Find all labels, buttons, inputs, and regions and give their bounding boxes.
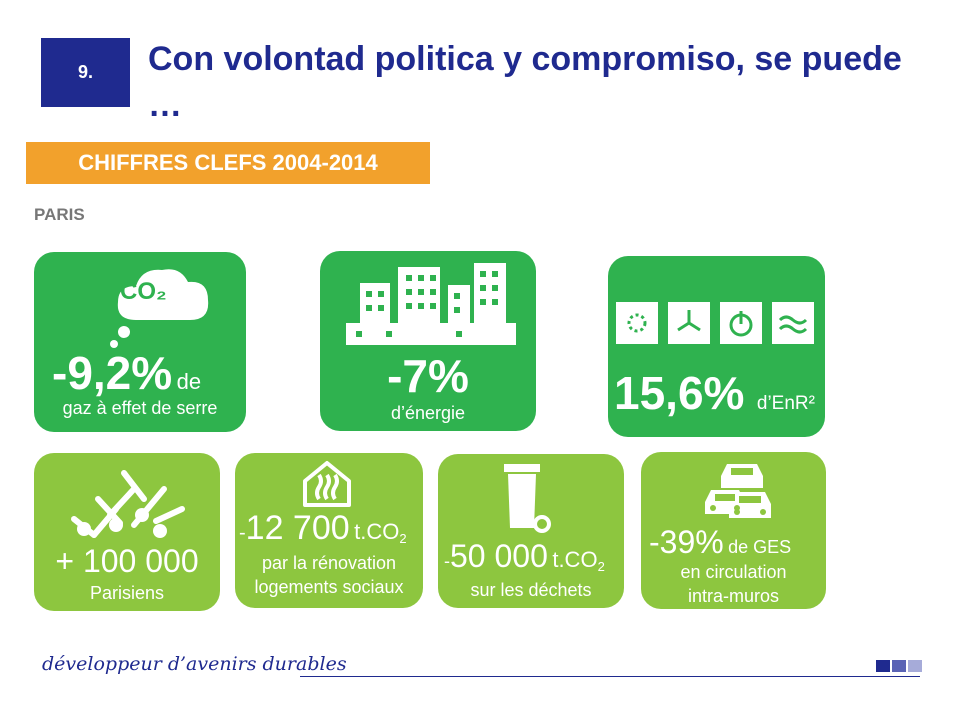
renovation-label-2: logements sociaux [254,577,404,597]
waste-figure: -50 000 t.CO2 [444,538,605,575]
renewable-icons-row [616,302,816,346]
card-renovation: -12 700 t.CO2 par la rénovation logement… [235,453,423,608]
trash-bin-icon [504,464,551,533]
sun-icon [616,302,658,344]
co2-cloud-icon [110,269,209,348]
traffic-figure: -39% de GES [649,524,791,561]
ghg-label: gaz à effet de serre [62,398,218,418]
card-renewable: 15,6% d’EnR² [608,256,825,437]
waste-unit-sub: 2 [597,559,605,575]
cars-icon [705,464,771,518]
power-icon [720,302,762,344]
card-waste: -50 000 t.CO2 sur les déchets [438,454,624,608]
people-crowd-icon [71,470,185,538]
ghg-unit: de [176,369,202,394]
energy-label: d’énergie [390,403,466,423]
card-ghg: CO₂ -9,2% de gaz à effet de serre [34,252,246,432]
energy-value: -7% [387,350,469,402]
population-label: Parisiens [89,583,165,603]
co2-icon-text: CO₂ [120,278,167,305]
renovation-prefix: - [239,522,246,544]
key-figures-banner: CHIFFRES CLEFS 2004-2014 [26,142,430,184]
card-energy: -7% d’énergie [320,251,536,431]
city-label: PARIS [34,205,85,224]
renovation-unit: t.CO [354,519,400,544]
slide-number: 9. [77,62,93,82]
footer-square-2 [892,660,906,672]
traffic-unit: de GES [728,537,792,557]
buildings-icon [346,263,516,345]
waste-unit: t.CO [552,547,598,572]
banner-label: CHIFFRES CLEFS 2004-2014 [78,150,378,175]
footer-divider [300,676,920,677]
footer-square-1 [876,660,890,672]
card-traffic: -39% de GES en circulation intra-muros [641,452,826,609]
waste-value: 50 000 [450,538,548,574]
card-population: + 100 000 Parisiens [34,453,220,611]
traffic-value: -39% [649,524,724,560]
renovation-value: 12 700 [245,509,350,547]
wind-turbine-icon [668,302,710,344]
water-icon [772,302,814,344]
traffic-label-2: intra-muros [687,586,780,606]
renovation-figure: -12 700 t.CO2 [239,509,407,548]
renewable-value: 15,6% [614,367,745,419]
footer-tagline: développeur d’avenirs durables [42,653,347,675]
ghg-figure: -9,2% de [52,346,201,400]
house-heat-icon [303,461,351,507]
renovation-unit-sub: 2 [399,531,407,547]
slide-title: Con volontad politica y compromiso, se p… [148,40,902,124]
slide-number-badge: 9. [41,38,130,107]
renovation-label-1: par la rénovation [261,553,397,573]
renewable-label: d’EnR² [756,393,815,414]
ghg-value: -9,2% [52,347,173,399]
population-value: + 100 000 [55,543,199,579]
waste-prefix: - [444,551,450,571]
renewable-figure: 15,6% d’EnR² [614,366,815,420]
footer-square-3 [908,660,922,672]
waste-label: sur les déchets [470,580,592,600]
traffic-label-1: en circulation [680,562,787,582]
